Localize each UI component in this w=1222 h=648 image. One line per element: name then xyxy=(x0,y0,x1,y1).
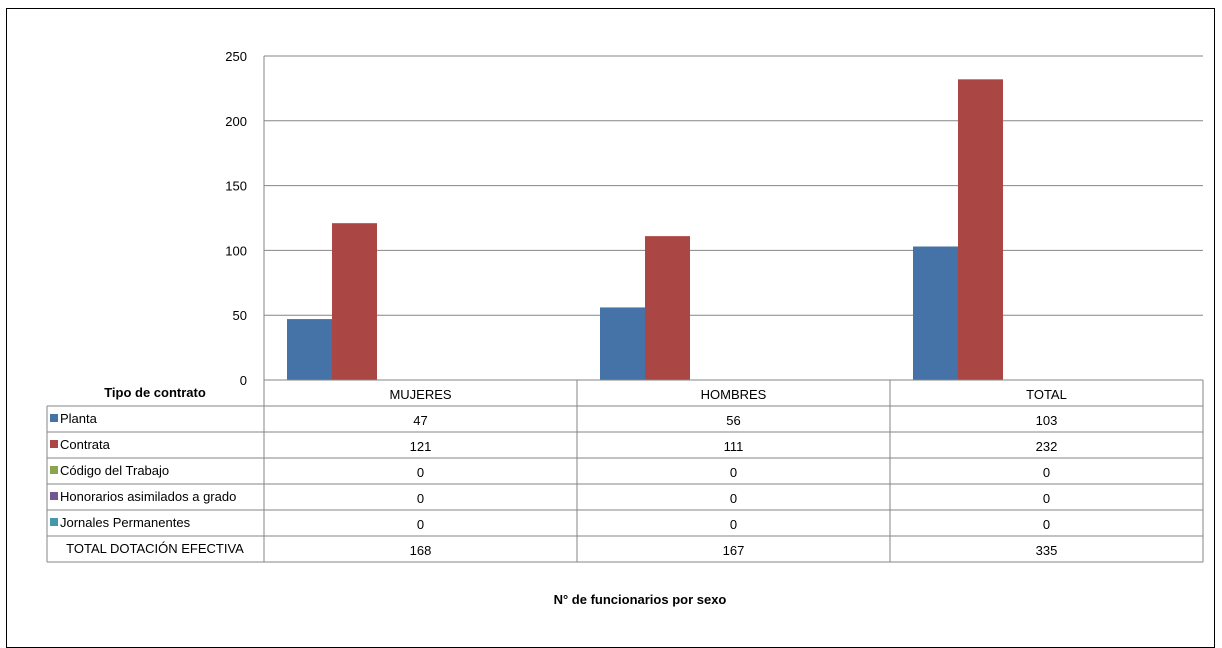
table-cell-value: 0 xyxy=(730,465,737,480)
y-tick-label: 50 xyxy=(233,308,247,323)
y-tick-label: 0 xyxy=(240,373,247,388)
table-cell-value: 56 xyxy=(726,413,740,428)
chart: 0 50 100 150 200 250 Tipo de contrato MUJERES HO… xyxy=(46,49,1204,607)
table-cell-value: 0 xyxy=(417,465,424,480)
table-cell-value: 0 xyxy=(730,491,737,506)
y-tick-label: 200 xyxy=(225,114,247,129)
total-row-value: 167 xyxy=(723,543,745,558)
y-tick-label: 150 xyxy=(225,179,247,194)
table-cell-value: 103 xyxy=(1036,413,1058,428)
table-header-total: TOTAL xyxy=(1026,387,1067,402)
y-tick-label: 250 xyxy=(225,49,247,64)
legend-key-series-3 xyxy=(50,492,58,500)
table-cell-value: 232 xyxy=(1036,439,1058,454)
table-cell-value: 0 xyxy=(417,491,424,506)
x-axis-title: N° de funcionarios por sexo xyxy=(554,592,727,607)
series-label: Código del Trabajo xyxy=(60,463,169,478)
bar-hombres-series-0 xyxy=(600,307,645,380)
table-cell-value: 0 xyxy=(730,517,737,532)
legend-key-series-2 xyxy=(50,466,58,474)
table-cell-value: 111 xyxy=(724,439,744,454)
series-label: Planta xyxy=(60,411,98,426)
series-label: Honorarios asimilados a grado xyxy=(60,489,236,504)
bar-mujeres-series-0 xyxy=(287,319,332,380)
table-header-hombres: HOMBRES xyxy=(701,387,767,402)
legend-key-series-4 xyxy=(50,518,58,526)
bar-total-series-1 xyxy=(958,79,1003,380)
series-label: Jornales Permanentes xyxy=(60,515,191,530)
bar-total-series-0 xyxy=(913,246,958,380)
table-cell-value: 0 xyxy=(1043,517,1050,532)
total-row-label: TOTAL DOTACIÓN EFECTIVA xyxy=(66,541,244,556)
bar-mujeres-series-1 xyxy=(332,223,377,380)
y-tick-label: 100 xyxy=(225,243,247,258)
table-cell-value: 0 xyxy=(1043,465,1050,480)
series-label: Contrata xyxy=(60,437,111,452)
legend-key-series-1 xyxy=(50,440,58,448)
table-header-mujeres: MUJERES xyxy=(389,387,451,402)
table-header-label: Tipo de contrato xyxy=(104,385,206,400)
table-cell-value: 121 xyxy=(410,439,432,454)
table-cell-value: 0 xyxy=(417,517,424,532)
bar-hombres-series-1 xyxy=(645,236,690,380)
legend-key-series-0 xyxy=(50,414,58,422)
total-row-value: 335 xyxy=(1036,543,1058,558)
table-cell-value: 0 xyxy=(1043,491,1050,506)
total-row-value: 168 xyxy=(410,543,432,558)
table-cell-value: 47 xyxy=(413,413,427,428)
